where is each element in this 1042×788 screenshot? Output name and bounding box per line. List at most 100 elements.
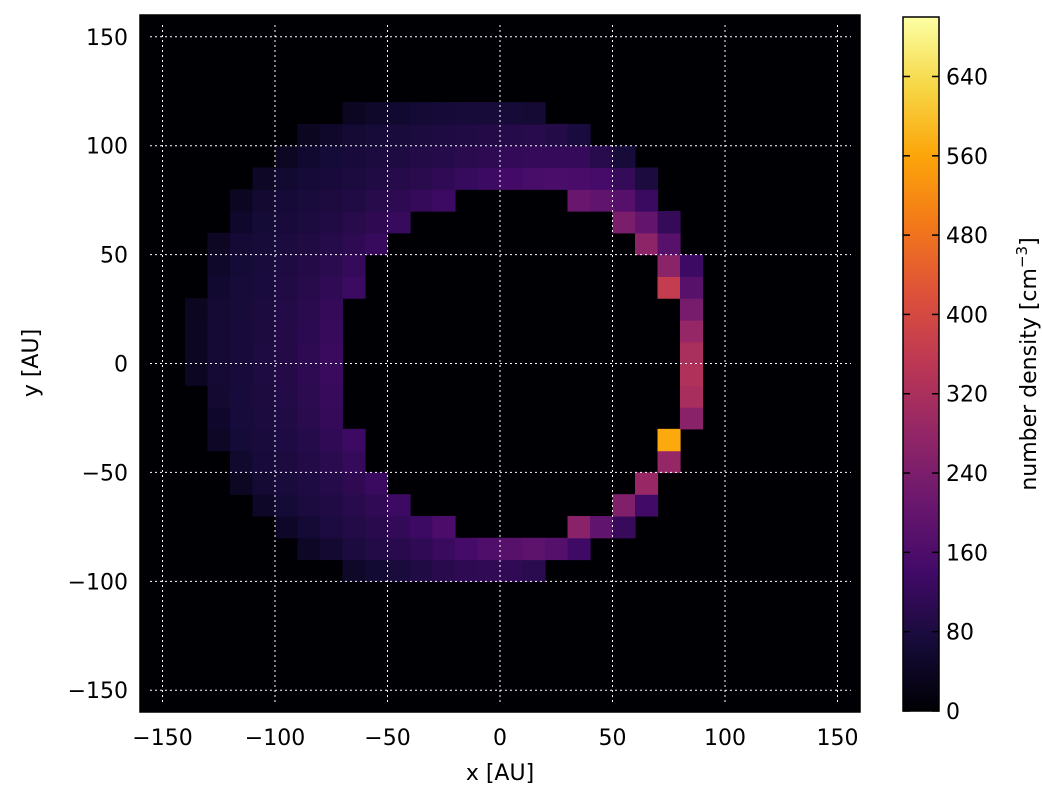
heatmap-cell	[567, 123, 591, 147]
heatmap-cell	[432, 559, 456, 582]
y-tick-label: 150	[86, 26, 128, 51]
heatmap-cell	[680, 254, 704, 277]
heatmap-cell	[387, 559, 411, 582]
heatmap-cell	[207, 298, 231, 321]
heatmap-cell	[455, 559, 479, 582]
heatmap-cell	[342, 472, 366, 495]
heatmap-cell	[365, 145, 389, 169]
heatmap-cell	[342, 123, 366, 147]
heatmap-cell	[657, 428, 681, 452]
heatmap-cell	[522, 102, 546, 125]
colorbar-tick-label: 480	[946, 224, 988, 249]
heatmap-cell	[297, 123, 321, 147]
heatmap-cell	[275, 494, 299, 517]
heatmap-cell	[410, 123, 434, 147]
colorbar-tick-label: 320	[946, 383, 988, 408]
heatmap-cell	[500, 102, 524, 125]
heatmap-cell	[297, 232, 321, 256]
heatmap-cell	[657, 450, 681, 474]
heatmap-cell	[365, 211, 389, 234]
heatmap-cell	[455, 145, 479, 169]
heatmap-cell	[275, 407, 299, 430]
heatmap-cell	[500, 123, 524, 147]
heatmap-cell	[522, 537, 546, 561]
heatmap-cell	[275, 385, 299, 408]
heatmap-cell	[455, 123, 479, 147]
heatmap-cell	[522, 559, 546, 582]
heatmap-cell	[252, 276, 276, 299]
heatmap-cell	[387, 123, 411, 147]
heatmap-cell	[230, 385, 254, 408]
heatmap-cell	[320, 537, 344, 561]
heatmap-cell	[365, 189, 389, 212]
heatmap-cell	[320, 123, 344, 147]
heatmap-cell	[320, 254, 344, 277]
y-tick-label: 0	[114, 353, 128, 378]
heatmap-cell	[320, 145, 344, 169]
heatmap-cell	[275, 167, 299, 190]
heatmap-cell	[612, 167, 636, 190]
heatmap-cell	[500, 145, 524, 169]
heatmap-cell	[297, 211, 321, 234]
heatmap-cell	[365, 494, 389, 517]
heatmap-cell	[252, 472, 276, 495]
heatmap-cell	[365, 559, 389, 582]
heatmap-cell	[657, 232, 681, 256]
heatmap-cell	[320, 407, 344, 430]
heatmap-cell	[252, 298, 276, 321]
heatmap-cell	[342, 145, 366, 169]
heatmap-cell	[612, 145, 636, 169]
heatmap-cell	[410, 537, 434, 561]
x-tick-label: −50	[364, 726, 410, 751]
y-axis-label: y [AU]	[19, 329, 44, 397]
heatmap-cell	[387, 167, 411, 190]
heatmap-cell	[230, 298, 254, 321]
axis-ticks: −150 −100 −50 0 50 100 150 −150 −100 −50 0 50 100 150	[68, 15, 860, 751]
heatmap-cell	[275, 211, 299, 234]
x-tick-label: 0	[493, 726, 507, 751]
heatmap-cell	[680, 298, 704, 321]
heatmap-cell	[410, 515, 434, 539]
heatmap-cell	[320, 428, 344, 452]
heatmap-cell	[432, 167, 456, 190]
heatmap-cell	[342, 450, 366, 474]
heatmap-cell	[275, 276, 299, 299]
heatmap-cell	[275, 450, 299, 474]
heatmap-cell	[387, 515, 411, 539]
heatmap-cell	[275, 363, 299, 386]
heatmap-cell	[342, 276, 366, 299]
colorbar	[902, 16, 940, 712]
heatmap-cell	[500, 559, 524, 582]
heatmap-cell	[297, 407, 321, 430]
heatmap-cell	[230, 407, 254, 430]
heatmap-cell	[252, 385, 276, 408]
heatmap-cell	[342, 494, 366, 517]
heatmap-cell	[320, 298, 344, 321]
heatmap-cell	[387, 102, 411, 125]
heatmap-cell	[252, 167, 276, 190]
heatmap-cell	[297, 428, 321, 452]
heatmap-cell	[320, 167, 344, 190]
heatmap-cell	[230, 276, 254, 299]
heatmap-cell	[410, 145, 434, 169]
heatmap-cell	[275, 428, 299, 452]
heatmap-cell	[432, 102, 456, 125]
heatmap-cell	[297, 341, 321, 365]
heatmap-cell	[545, 537, 569, 561]
colorbar-tick-label: 160	[946, 541, 988, 566]
heatmap-cell	[252, 211, 276, 234]
heatmap-cell	[590, 167, 614, 190]
heatmap-cell	[477, 559, 501, 582]
heatmap-cell	[635, 472, 659, 495]
heatmap-cell	[297, 472, 321, 495]
colorbar-label-base: number density [cm	[1017, 268, 1042, 491]
colorbar-label-exponent: −3	[1013, 246, 1031, 268]
heatmap-cell	[230, 428, 254, 452]
heatmap-cell	[567, 167, 591, 190]
heatmap-cell	[297, 167, 321, 190]
colorbar-tick-label: 560	[946, 145, 988, 170]
heatmap-cell	[297, 450, 321, 474]
heatmap-cell	[275, 232, 299, 256]
heatmap-cell	[320, 494, 344, 517]
heatmap-cell	[612, 189, 636, 212]
